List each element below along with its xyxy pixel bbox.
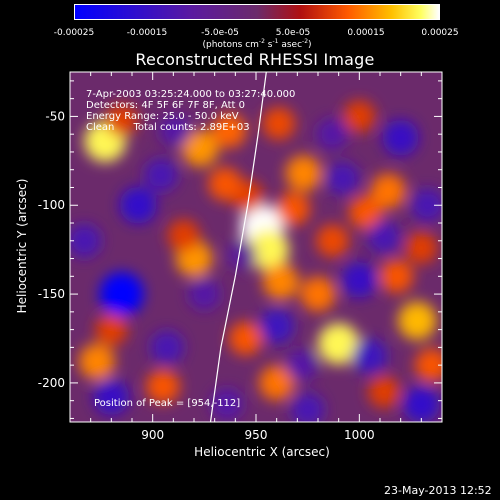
image-blob — [379, 259, 414, 294]
image-blob — [188, 278, 221, 311]
image-blob — [146, 369, 180, 404]
image-blob — [159, 114, 192, 147]
y-tick-label: -100 — [38, 198, 65, 212]
x-tick-label: 1000 — [344, 428, 375, 442]
image-blob — [181, 129, 219, 167]
image-blob — [382, 119, 419, 156]
image-blobs — [70, 100, 442, 422]
colorbar-tick-label: -0.00025 — [53, 28, 95, 38]
x-tick-label: 900 — [141, 428, 164, 442]
image-blob — [93, 379, 130, 416]
image-blob — [290, 392, 325, 422]
image-blob — [211, 113, 247, 148]
image-blob — [226, 239, 257, 271]
image-blob — [343, 100, 376, 133]
image-blob — [414, 348, 442, 382]
colorbar-tick-label: 5.0e-05 — [275, 28, 311, 38]
image-blob — [119, 186, 157, 224]
solar-limb-line — [209, 72, 267, 422]
image-blob — [402, 385, 440, 422]
x-tick-label: 950 — [245, 428, 268, 442]
image-blob — [150, 330, 184, 365]
energy-range-label: Energy Range: 25.0 - 50.0 keV — [86, 111, 239, 122]
peak-position-label: Position of Peak = [954,-112] — [94, 398, 241, 409]
image-blob — [316, 224, 349, 258]
y-tick-label: -200 — [38, 376, 65, 390]
image-blob — [317, 323, 360, 365]
image-blob — [259, 308, 295, 344]
plot-timestamp: 23-May-2013 12:52 — [384, 484, 492, 497]
image-blob — [398, 301, 437, 340]
colorbar-tick-label: -0.00015 — [126, 28, 168, 38]
image-blob — [326, 161, 360, 196]
image-blob — [211, 388, 244, 421]
y-tick-label: -150 — [38, 287, 65, 301]
image-blob — [285, 155, 322, 192]
image-blob — [341, 261, 378, 298]
image-blob — [300, 276, 336, 312]
colorbar — [74, 4, 440, 20]
clean-counts-label: Clean Total counts: 2.89E+03 — [86, 122, 250, 133]
image-blob — [95, 313, 128, 346]
image-blob — [208, 167, 242, 201]
image-blob — [247, 228, 290, 271]
chart-title: Reconstructed RHESSI Image — [135, 50, 375, 69]
image-blob — [285, 349, 318, 382]
x-axis-label: Heliocentric X (arcsec) — [194, 445, 330, 459]
image-blob — [78, 343, 115, 380]
colorbar-units: (photons cm-2 s-1 asec-2) — [202, 38, 312, 50]
y-axis-label: Heliocentric Y (arcsec) — [15, 178, 29, 314]
image-blob — [316, 118, 349, 151]
colorbar-tick-label: 0.00015 — [347, 28, 385, 38]
image-blob — [370, 173, 406, 209]
image-blob — [99, 272, 144, 317]
image-blob — [368, 375, 401, 408]
image-blob — [405, 231, 438, 264]
image-blob — [352, 338, 388, 374]
image-blob — [105, 103, 138, 136]
detectors-label: Detectors: 4F 5F 6F 7F 8F, Att 0 — [86, 100, 246, 111]
colorbar-tick-label: 0.00025 — [421, 28, 459, 38]
image-blob — [348, 195, 383, 230]
time-range-label: 7-Apr-2003 03:25:24.000 to 03:27:40.000 — [86, 89, 296, 100]
image-blob — [144, 158, 178, 192]
image-map — [70, 72, 442, 422]
image-blob — [167, 219, 200, 252]
image-blob — [259, 365, 295, 401]
colorbar-tick-label: -5.0e-05 — [201, 28, 239, 38]
image-blob — [228, 321, 263, 356]
image-blob — [70, 223, 102, 258]
y-tick-label: -50 — [45, 109, 65, 123]
image-blob — [276, 192, 311, 226]
image-blob — [262, 107, 296, 140]
image-blob — [410, 188, 442, 223]
image-blob — [367, 220, 401, 255]
image-blob — [262, 263, 299, 300]
